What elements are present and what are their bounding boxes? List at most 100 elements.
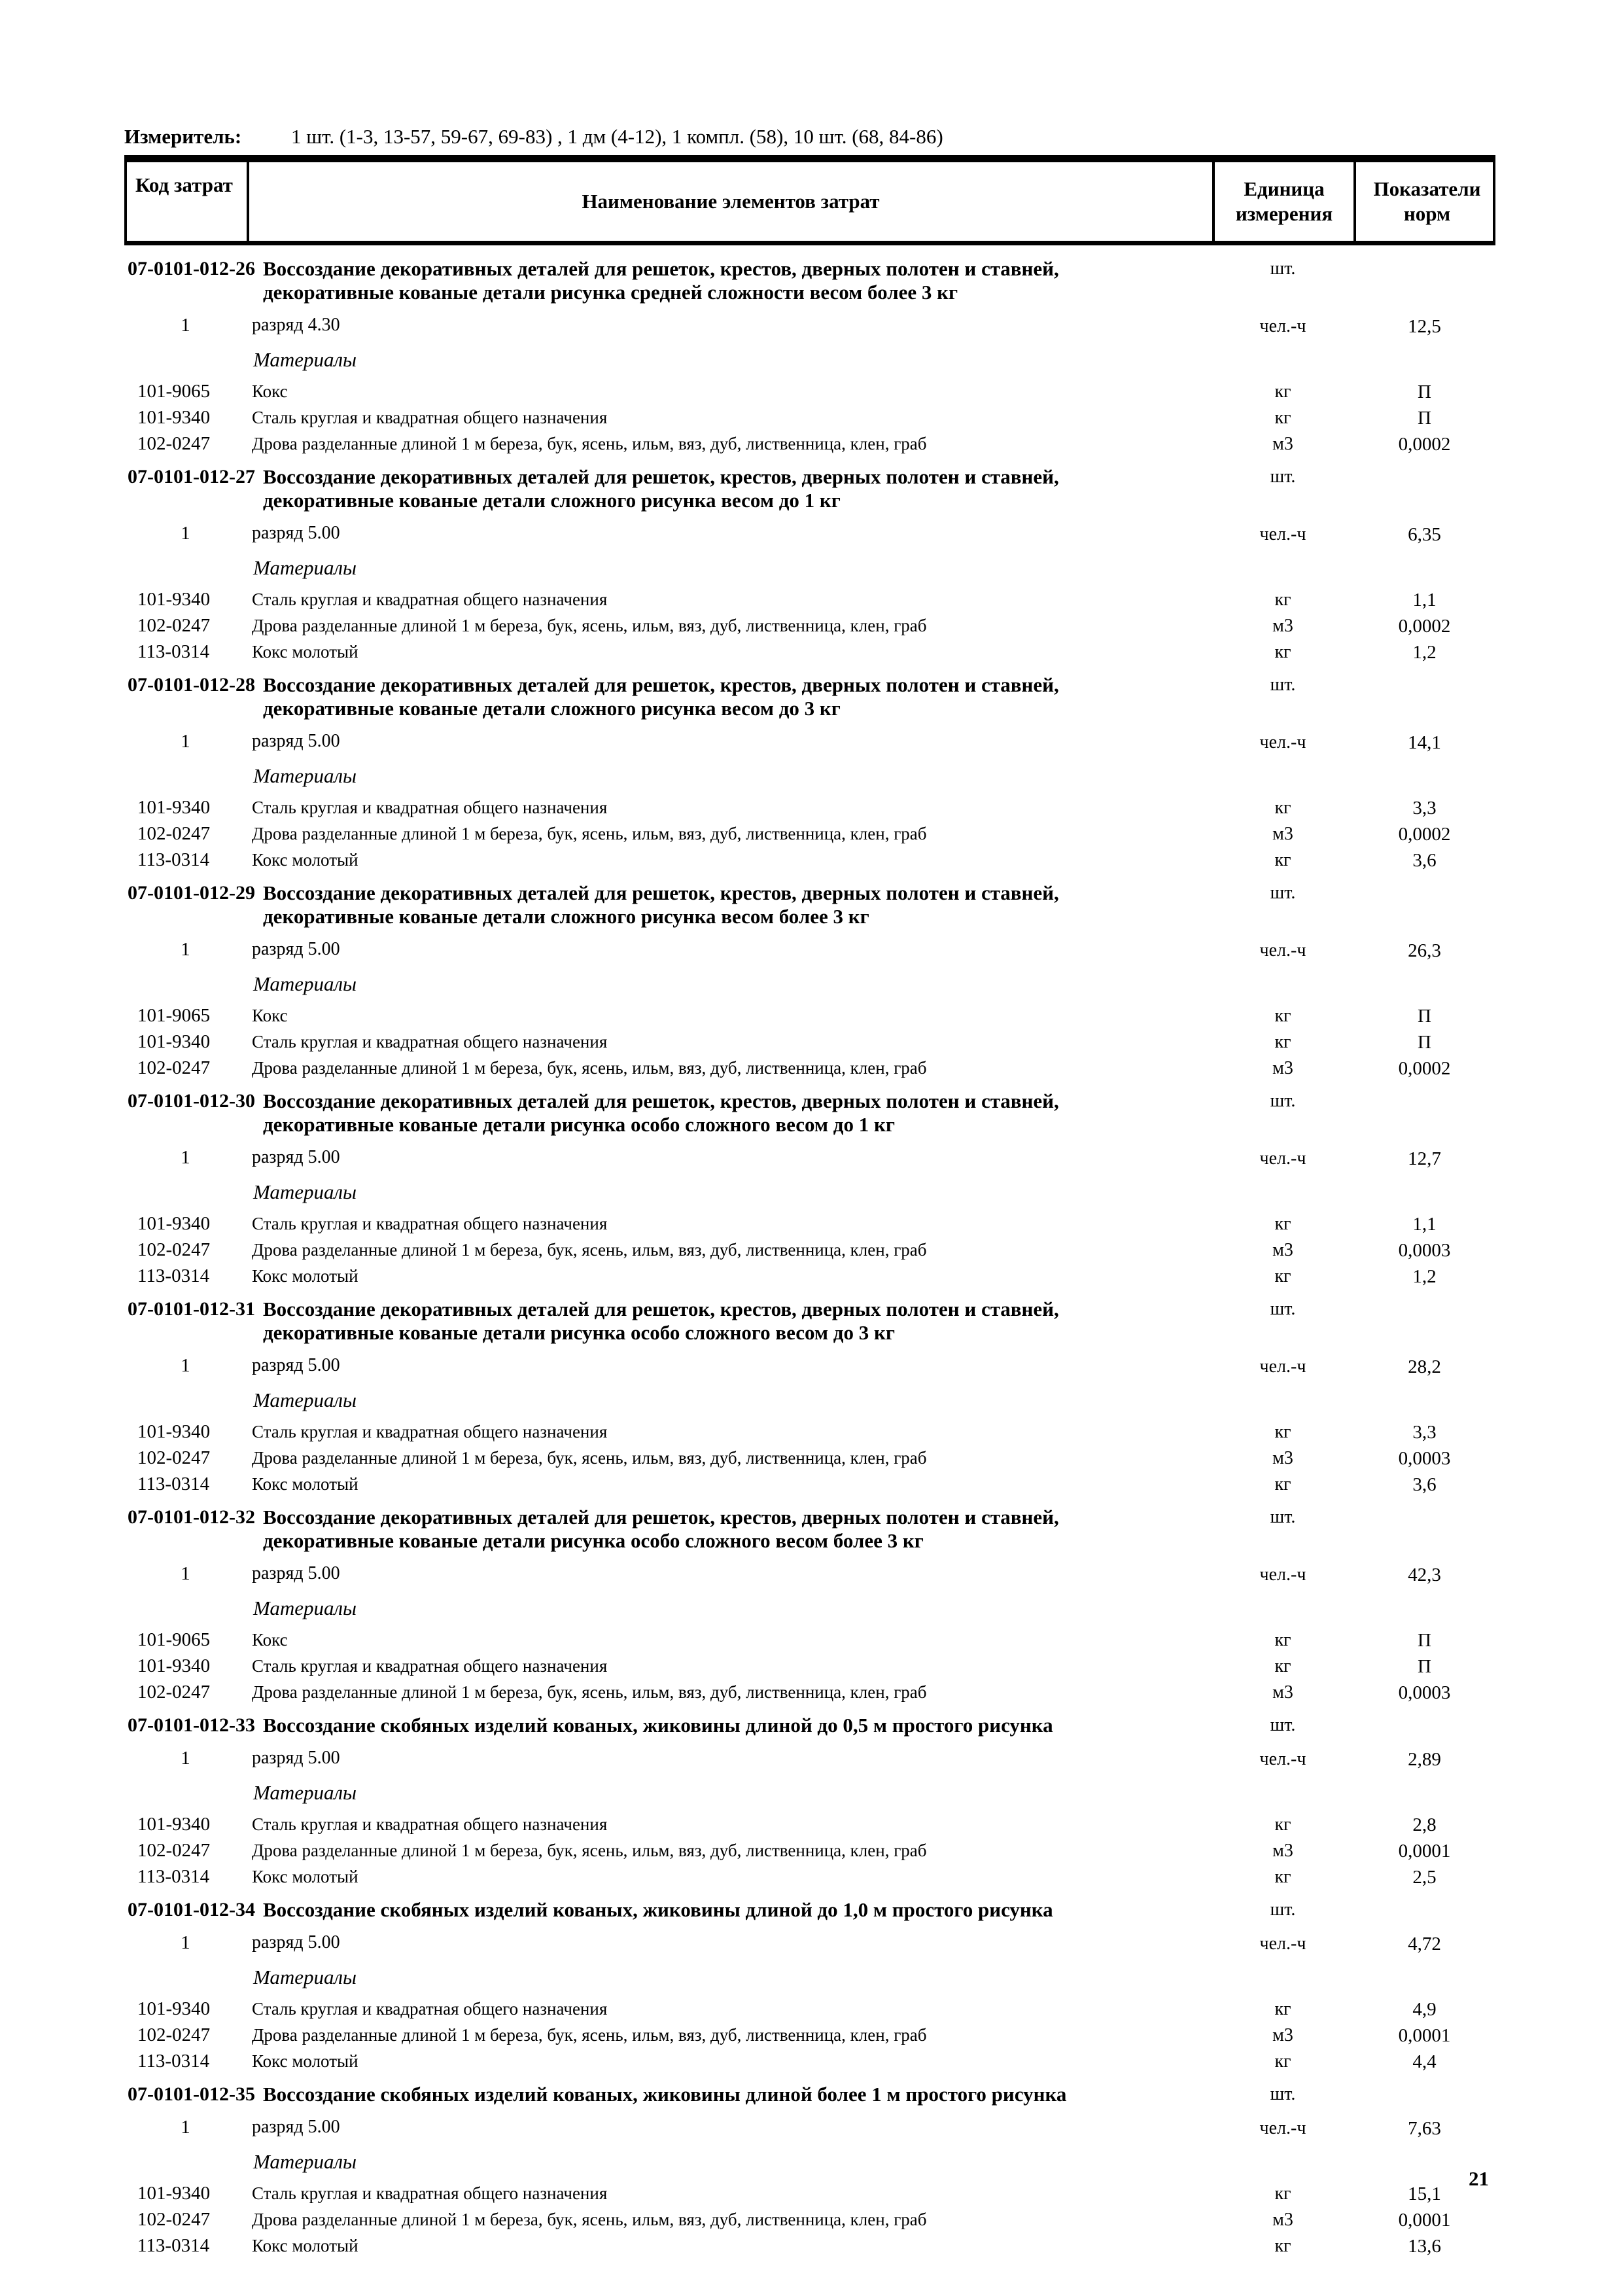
material-code: 102-0247: [137, 1682, 211, 1703]
material-name: Дрова разделанные длиной 1 м береза, бук…: [252, 1240, 927, 1260]
material-name: Дрова разделанные длиной 1 м береза, бук…: [252, 1841, 927, 1860]
labor-number: 1: [181, 523, 190, 544]
material-unit: кг: [1274, 1656, 1291, 1676]
section-unit: шт.: [1270, 1091, 1296, 1111]
cost-section: 07-0101-012-32 Воссоздание декоративных …: [124, 1506, 1495, 1707]
section-title-line: Воссоздание скобяных изделий кованых, жи…: [263, 1898, 1053, 1921]
material-name: Дрова разделанные длиной 1 м береза, бук…: [252, 434, 927, 453]
section-title-line: Воссоздание декоративных деталей для реш…: [263, 1089, 1059, 1112]
material-name: Дрова разделанные длиной 1 м береза, бук…: [252, 2025, 927, 2045]
material-norm: 15,1: [1408, 2183, 1441, 2204]
section-code: 07-0101-012-32: [128, 1506, 255, 1528]
material-code: 101-9340: [137, 1998, 211, 2019]
material-row: 102-0247 Дрова разделанные длиной 1 м бе…: [124, 1239, 1495, 1265]
material-name: Дрова разделанные длиной 1 м береза, бук…: [252, 2210, 927, 2229]
material-row: 101-9340 Сталь круглая и квадратная обще…: [124, 2182, 1495, 2208]
material-name: Дрова разделанные длиной 1 м береза, бук…: [252, 824, 927, 843]
material-norm: 3,6: [1412, 1474, 1437, 1495]
labor-grade: разряд 5.00: [252, 1932, 340, 1952]
material-norm: 3,3: [1412, 1422, 1437, 1443]
material-code: 102-0247: [137, 433, 211, 454]
material-name: Сталь круглая и квадратная общего назнач…: [252, 798, 608, 817]
material-unit: кг: [1274, 381, 1291, 402]
material-unit: кг: [1274, 1867, 1291, 1887]
labor-grade: разряд 5.00: [252, 1355, 340, 1375]
material-row: 101-9340 Сталь круглая и квадратная обще…: [124, 1212, 1495, 1239]
material-code: 113-0314: [137, 2051, 210, 2072]
material-norm: 13,6: [1408, 2236, 1441, 2257]
cost-section: 07-0101-012-29 Воссоздание декоративных …: [124, 881, 1495, 1083]
cost-section: 07-0101-012-28 Воссоздание декоративных …: [124, 673, 1495, 875]
labor-norm: 14,1: [1408, 732, 1441, 753]
material-code: 101-9340: [137, 1213, 211, 1234]
section-unit: шт.: [1270, 883, 1296, 903]
labor-grade: разряд 5.00: [252, 1563, 340, 1583]
labor-unit: чел.-ч: [1259, 1749, 1306, 1769]
labor-norm: 12,5: [1408, 316, 1441, 337]
cost-section: 07-0101-012-35 Воссоздание скобяных изде…: [124, 2083, 1495, 2261]
material-code: 101-9340: [137, 2183, 211, 2204]
material-name: Кокс молотый: [252, 1867, 358, 1886]
material-code: 102-0247: [137, 1057, 211, 1078]
labor-grade: разряд 5.00: [252, 2117, 340, 2137]
material-unit: кг: [1274, 1814, 1291, 1835]
material-norm: 0,0001: [1398, 2025, 1451, 2046]
section-code: 07-0101-012-28: [128, 674, 255, 696]
labor-number: 1: [181, 1932, 190, 1953]
material-code: 113-0314: [137, 1265, 210, 1286]
material-unit: кг: [1274, 590, 1291, 610]
material-unit: м3: [1272, 1841, 1293, 1861]
material-name: Дрова разделанные длиной 1 м береза, бук…: [252, 1448, 927, 1468]
material-row: 101-9065 Кокс кг П: [124, 1004, 1495, 1031]
materials-label-row: Материалы: [124, 1180, 1495, 1212]
table-header: Код затрат Наименование элементов затрат…: [124, 155, 1495, 245]
material-name: Сталь круглая и квадратная общего назнач…: [252, 2183, 608, 2203]
material-norm: 0,0002: [1398, 824, 1451, 845]
material-unit: м3: [1272, 2210, 1293, 2230]
header-cell-code: Код затрат: [127, 162, 249, 241]
material-unit: кг: [1274, 1474, 1291, 1494]
section-code: 07-0101-012-35: [128, 2083, 255, 2105]
labor-grade: разряд 5.00: [252, 939, 340, 959]
labor-grade: разряд 5.00: [252, 731, 340, 751]
sections-list: 07-0101-012-26 Воссоздание декоративных …: [124, 257, 1495, 2267]
section-header-row: 07-0101-012-31 Воссоздание декоративных …: [124, 1298, 1495, 1345]
material-code: 113-0314: [137, 2235, 210, 2256]
material-norm: 0,0001: [1398, 2210, 1451, 2231]
measure-label: Измеритель:: [124, 125, 242, 148]
material-row: 102-0247 Дрова разделанные длиной 1 м бе…: [124, 433, 1495, 459]
material-row: 102-0247 Дрова разделанные длиной 1 м бе…: [124, 1839, 1495, 1865]
material-norm: 1,2: [1412, 642, 1437, 663]
material-name: Сталь круглая и квадратная общего назнач…: [252, 1032, 608, 1051]
material-norm: П: [1418, 1006, 1431, 1027]
section-title-line: декоративные кованые детали рисунка особ…: [263, 1321, 895, 1344]
materials-heading: Материалы: [253, 972, 357, 995]
material-code: 101-9340: [137, 407, 211, 428]
materials-heading: Материалы: [253, 1966, 357, 1988]
material-unit: кг: [1274, 798, 1291, 818]
section-code: 07-0101-012-27: [128, 466, 255, 487]
material-norm: 0,0002: [1398, 1058, 1451, 1079]
materials-label-row: Материалы: [124, 764, 1495, 796]
labor-number: 1: [181, 315, 190, 336]
section-title: Воссоздание декоративных деталей для реш…: [247, 1506, 1212, 1553]
material-norm: П: [1418, 1630, 1431, 1651]
material-row: 101-9340 Сталь круглая и квадратная обще…: [124, 1655, 1495, 1681]
cost-section: 07-0101-012-30 Воссоздание декоративных …: [124, 1089, 1495, 1291]
section-code: 07-0101-012-34: [128, 1899, 255, 1920]
labor-row: 1 разряд 5.00 чел.-ч 7,63: [124, 2117, 1495, 2140]
material-code: 102-0247: [137, 1447, 211, 1468]
section-title-line: Воссоздание декоративных деталей для реш…: [263, 1506, 1059, 1528]
section-title: Воссоздание скобяных изделий кованых, жи…: [247, 1714, 1212, 1737]
material-norm: 0,0003: [1398, 1682, 1451, 1703]
material-unit: кг: [1274, 1999, 1291, 2019]
section-code: 07-0101-012-30: [128, 1090, 255, 1112]
labor-row: 1 разряд 5.00 чел.-ч 12,7: [124, 1147, 1495, 1171]
material-unit: м3: [1272, 616, 1293, 636]
labor-row: 1 разряд 5.00 чел.-ч 2,89: [124, 1748, 1495, 1771]
header-cell-norm: Показатели норм: [1373, 177, 1481, 225]
labor-unit: чел.-ч: [1259, 524, 1306, 544]
material-name: Сталь круглая и квадратная общего назнач…: [252, 1656, 608, 1676]
material-unit: кг: [1274, 1032, 1291, 1052]
material-name: Сталь круглая и квадратная общего назнач…: [252, 408, 608, 427]
